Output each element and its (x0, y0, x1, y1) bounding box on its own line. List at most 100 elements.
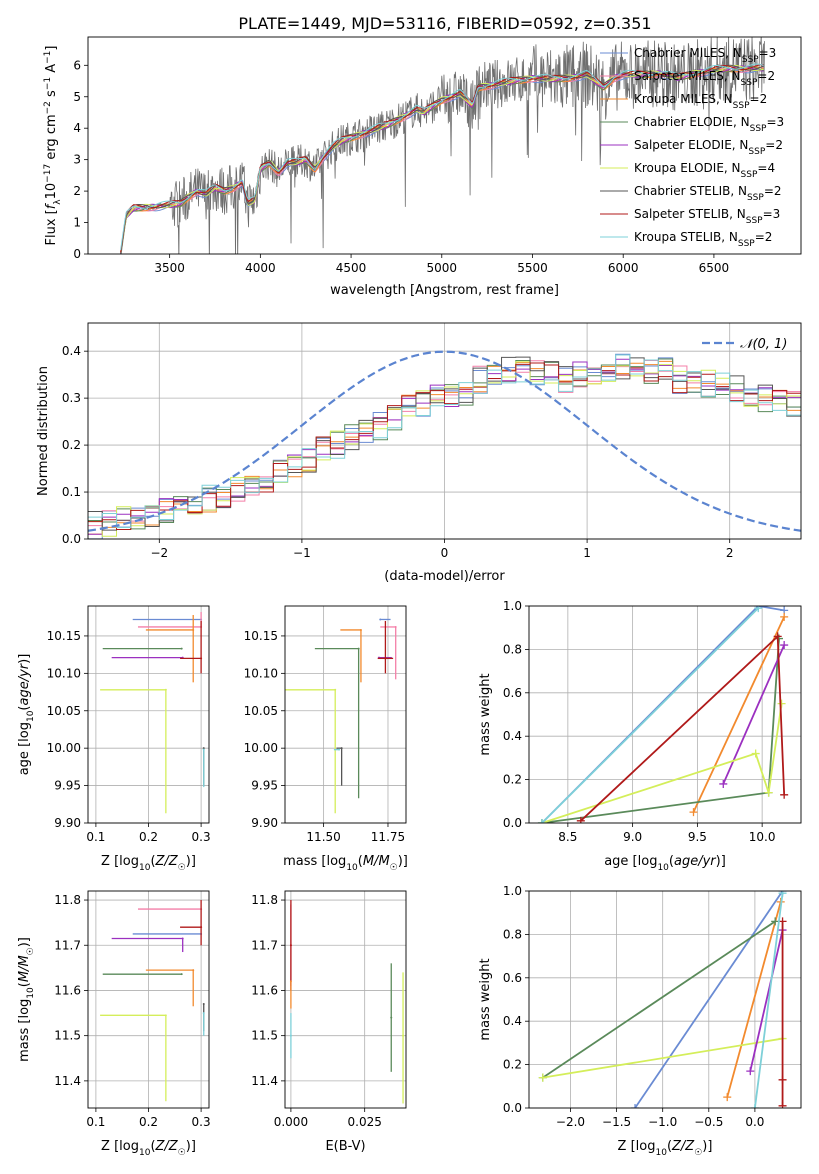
label-part: −2 (43, 101, 53, 114)
data-point (334, 688, 337, 691)
data-point (202, 1012, 205, 1015)
mass-vs-metallicity-panel: 0.1 0.2 0.311.411.511.611.711.8Z [log10(Z/… (17, 890, 211, 1158)
axes-frame (87, 322, 802, 540)
label-part: =2 (755, 230, 773, 244)
label-part: mass [log (17, 999, 32, 1062)
weight-marker (689, 808, 698, 817)
label-part: =3 (766, 115, 784, 129)
weight-marker (719, 779, 728, 788)
data-point (180, 973, 183, 976)
weight-line (726, 901, 782, 1098)
y-tick-label: 0.3 (62, 391, 81, 405)
data-point (202, 748, 205, 751)
data-point (289, 1034, 292, 1037)
label-part: ☉ (694, 1148, 702, 1158)
x-tick-label: 0.2 (139, 1115, 158, 1129)
label-part: =3 (763, 207, 781, 221)
histogram-step (88, 358, 801, 530)
weight-marker (746, 1067, 755, 1076)
y-tick-label: 10.15 (244, 629, 278, 643)
y-tick-label: 2 (73, 184, 81, 198)
y-tick-label: 0.4 (62, 344, 81, 358)
x-tick-label: −2 (150, 546, 168, 560)
data-point (202, 1003, 205, 1006)
label-part: SSP (746, 216, 763, 226)
x-axis-label: Z [log10(Z/Z☉)] (101, 1139, 196, 1158)
data-point (379, 618, 382, 621)
label-part: −1 (43, 51, 53, 64)
label-part: ] (44, 46, 59, 51)
label-part: f (44, 202, 59, 209)
label-part: −1 (43, 77, 53, 90)
x-tick-label: 11.50 (306, 830, 340, 844)
label-part: ( (150, 854, 155, 869)
label-part: Kroupa ELODIE, N (634, 161, 741, 175)
model-line (120, 66, 764, 253)
x-tick-label: 0.025 (348, 1115, 382, 1129)
x-tick-label: 0.1 (86, 830, 105, 844)
data-point (402, 1034, 405, 1037)
weight-marker (778, 891, 787, 898)
label-part: age/yr (17, 662, 32, 705)
x-tick-label: 5000 (427, 261, 458, 275)
y-tick-label: 11.6 (251, 983, 278, 997)
data-point (359, 628, 362, 631)
legend-label: Chabrier MILES, NSSP=3 (634, 46, 776, 65)
y-tick-label: 9.90 (54, 816, 81, 830)
y-axis-label: age [log10(age/yr)] (17, 654, 36, 776)
y-tick-label: 10.05 (47, 704, 81, 718)
data-point (192, 969, 195, 972)
y-tick-label: 10.15 (47, 629, 81, 643)
label-part: Flux [ (44, 209, 59, 245)
weight-line (541, 703, 783, 823)
y-axis-label: Flux [fλ10−17 erg cm−2 s−1 A−1] (43, 46, 63, 246)
x-tick-label: −1 (293, 546, 311, 560)
label-part: erg cm (44, 114, 59, 163)
y-axis-label: mass [log10(M/M☉)] (17, 937, 36, 1062)
spectrum-panel: 3500 4000 4500 5000 5500 6000 6500 0 1 2 3 4 5 6 Chabr… (43, 36, 802, 298)
weight-line (541, 638, 780, 823)
x-tick-label: 6500 (699, 261, 730, 275)
label-part: )] (17, 937, 32, 947)
y-tick-label: 3 (73, 153, 81, 167)
label-part: Kroupa STELIB, N (634, 230, 738, 244)
model-line (120, 63, 764, 251)
x-tick-label: 9.5 (688, 830, 707, 844)
plot-area (538, 891, 787, 1108)
weight-marker (780, 641, 789, 650)
label-part: ☉ (178, 1148, 186, 1158)
label-part: =2 (764, 184, 782, 198)
data-point (200, 926, 203, 929)
x-axis-label: mass [log10(M/M☉)] (283, 854, 408, 873)
age-vs-metallicity-panel: 0.1 0.2 0.3 9.90 9.95 10.00 10.05 10.10 10.15 Z [… (17, 605, 211, 873)
weight-marker (773, 632, 782, 641)
label-part: 10 (26, 987, 36, 999)
label-part: s (44, 90, 59, 101)
label-part: Z/Z (155, 854, 179, 869)
label-part: 10 (26, 710, 36, 722)
weight-marker (771, 917, 780, 926)
x-tick-label: 0.0 (745, 1115, 764, 1129)
legend-label: Chabrier ELODIE, NSSP=3 (634, 115, 784, 134)
data-point (164, 1014, 167, 1017)
histogram-step (88, 362, 801, 530)
legend-label: Salpeter MILES, NSSP=2 (634, 69, 775, 88)
label-part: 10 (655, 1148, 667, 1158)
label-part: λ (53, 199, 63, 205)
weight-marker (538, 1073, 547, 1082)
label-part: ( (358, 854, 363, 869)
x-tick-label: 0.2 (139, 830, 158, 844)
label-part: ☉ (26, 947, 36, 955)
y-tick-label: 9.95 (251, 779, 278, 793)
label-part: mass [log (283, 854, 346, 869)
weight-marker (754, 606, 763, 613)
weight-vs-metallicity-panel: −2.0 −1.5 −1.0 −0.5 0.0 0.0 0.2 0.4 0.6 0.8 1.0 Z [… (478, 884, 802, 1158)
label-part: )] (186, 1139, 196, 1154)
y-tick-label: 11.8 (251, 893, 278, 907)
axes-frame (528, 890, 802, 1109)
y-tick-label: 0.4 (503, 729, 522, 743)
x-tick-label: 4500 (336, 261, 367, 275)
weight-marker (778, 1101, 787, 1108)
label-part: =3 (759, 46, 777, 60)
label-part: E(B-V) (325, 1139, 365, 1154)
